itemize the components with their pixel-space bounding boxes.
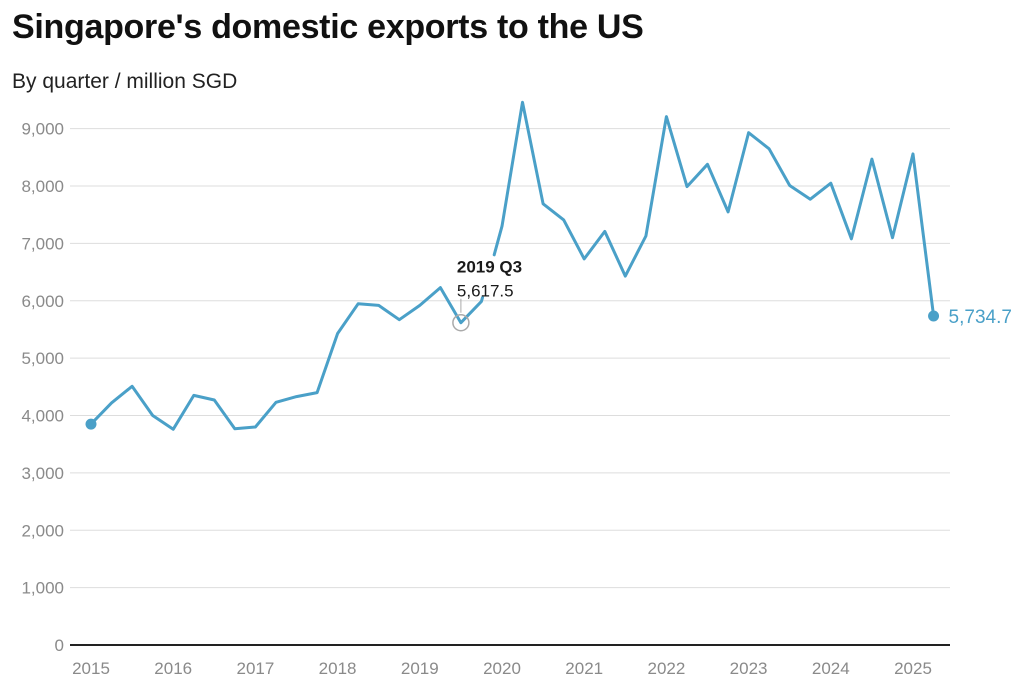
hover-point-ring [452,313,470,332]
y-tick-label: 7,000 [21,234,64,253]
x-tick-label: 2025 [894,659,932,678]
y-tick-label: 8,000 [21,177,64,196]
x-tick-label: 2024 [812,659,850,678]
x-tick-label: 2019 [401,659,439,678]
tooltip-value: 5,617.5 [457,282,514,301]
x-tick-label: 2023 [730,659,768,678]
series-line[interactable] [89,100,936,431]
x-tick-label: 2016 [154,659,192,678]
data-points [85,298,940,430]
y-axis-tick-labels: 0 1,000 2,000 3,000 4,000 5,000 6,000 7,000 8,00… [21,120,64,655]
y-tick-label: 0 [55,636,64,655]
chart-title: Singapore's domestic exports to the US [12,8,644,46]
x-axis-tick-labels: 2015 2016 2017 2018 2019 2020 2021 2022 2023 2024… [72,659,932,678]
series-line-segment[interactable] [492,100,936,318]
x-tick-label: 2022 [647,659,685,678]
chart-subtitle: By quarter / million SGD [12,70,238,93]
last-value-label: 5,734.7 [949,307,1012,328]
grid-lines [70,128,950,589]
last-point [928,310,940,322]
y-tick-label: 9,000 [21,120,64,139]
y-tick-label: 1,000 [21,579,64,598]
x-tick-label: 2020 [483,659,521,678]
x-tick-label: 2018 [319,659,357,678]
y-tick-label: 6,000 [21,292,64,311]
y-tick-label: 4,000 [21,407,64,426]
x-tick-label: 2017 [236,659,274,678]
y-tick-label: 2,000 [21,521,64,540]
x-tick-label: 2015 [72,659,110,678]
tooltip-period: 2019 Q3 [457,258,522,277]
x-tick-label: 2021 [565,659,603,678]
y-tick-label: 5,000 [21,349,64,368]
y-tick-label: 3,000 [21,464,64,483]
first-point [85,418,97,430]
series-line-segment[interactable] [89,286,484,431]
hover-tooltip: 2019 Q3 5,617.5 [457,258,522,301]
